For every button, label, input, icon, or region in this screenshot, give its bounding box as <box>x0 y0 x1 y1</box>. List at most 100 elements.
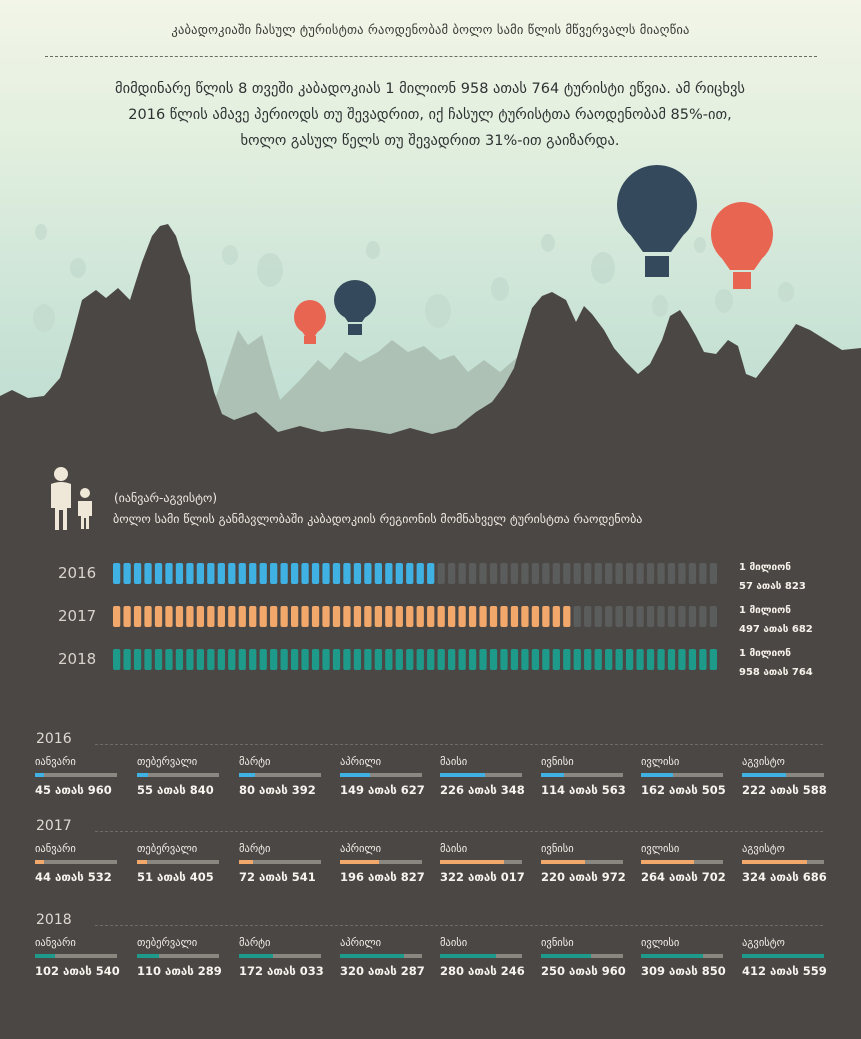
month-bar-track <box>541 773 623 777</box>
total-stripe-filled <box>374 563 382 584</box>
month-cell-2016: თებერვალი 55 ათას 840 <box>137 755 233 797</box>
year-label-2018: 2018 <box>58 650 97 668</box>
total-stripe-filled <box>175 563 184 584</box>
month-label: იანვარი <box>35 937 76 949</box>
month-bar-track <box>541 860 623 864</box>
month-bar-fill <box>641 773 674 777</box>
large-navy-balloon-icon <box>617 165 697 277</box>
total-stripe-filled <box>374 649 382 670</box>
month-value-label: 250 ათას 960 <box>541 964 626 978</box>
section-year-2018: 2018 <box>36 912 72 928</box>
total-stripe-filled <box>353 563 362 584</box>
month-cell-2018: მარტი 172 ათას 033 <box>239 936 335 978</box>
total-stripe-empty <box>688 563 697 584</box>
total-stripe-filled <box>448 649 456 670</box>
month-label: ივნისი <box>541 843 574 855</box>
month-bar-track <box>742 773 824 777</box>
total-stripe-filled <box>123 649 131 670</box>
total-stripe-empty <box>605 563 613 584</box>
total-stripe-empty <box>584 606 592 627</box>
total-stripe-filled <box>416 649 424 670</box>
month-bar-fill <box>742 954 824 958</box>
month-bar-track <box>742 954 824 958</box>
month-bar-fill <box>239 773 255 777</box>
total-stripe-filled <box>699 649 707 670</box>
total-stripe-filled <box>165 563 173 584</box>
month-cell-2017: აპრილი 196 ათას 827 <box>340 842 436 884</box>
section-divider <box>95 831 823 832</box>
title-divider <box>45 56 817 57</box>
month-label: მარტი <box>239 843 271 855</box>
month-cell-2018: მაისი 280 ათას 246 <box>440 936 536 978</box>
month-label: აგვისტო <box>742 843 785 855</box>
total-label-line1-2018: 1 მილიონ <box>739 648 791 659</box>
total-stripe-filled <box>290 563 299 584</box>
total-stripe-filled <box>249 649 257 670</box>
month-label: თებერვალი <box>137 756 198 768</box>
total-stripe-filled <box>584 649 592 670</box>
total-stripe-filled <box>238 563 246 584</box>
total-stripe-filled <box>238 649 246 670</box>
month-label: ივლისი <box>641 843 680 855</box>
month-bar-fill <box>541 860 585 864</box>
month-bar-track <box>239 773 321 777</box>
month-label: თებერვალი <box>137 937 198 949</box>
month-bar-track <box>137 954 219 958</box>
month-label: მაისი <box>440 756 468 768</box>
period-label: (იანვარ-აგვისტო) <box>114 491 218 505</box>
year-label-2016: 2016 <box>58 564 97 582</box>
month-bar-fill <box>35 860 44 864</box>
total-label-line2-2018: 958 ათას 764 <box>739 667 813 678</box>
total-stripe-filled <box>186 606 194 627</box>
month-bar-track <box>440 954 522 958</box>
month-value-label: 324 ათას 686 <box>742 870 827 884</box>
total-stripe-filled <box>217 563 225 584</box>
total-stripe-filled <box>144 606 152 627</box>
month-value-label: 322 ათას 017 <box>440 870 525 884</box>
month-value-label: 102 ათას 540 <box>35 964 120 978</box>
total-stripe-filled <box>196 563 205 584</box>
month-bar-track <box>35 860 117 864</box>
month-bar-fill <box>641 860 694 864</box>
month-bar-fill <box>137 860 148 864</box>
total-stripe-filled <box>385 649 393 670</box>
faint-balloons <box>33 224 794 332</box>
month-cell-2016: ივნისი 114 ათას 563 <box>541 755 637 797</box>
total-stripe-filled <box>123 563 131 584</box>
total-stripe-filled <box>301 649 309 670</box>
month-label: ივლისი <box>641 756 680 768</box>
total-stripe-filled <box>416 563 424 584</box>
total-stripe-filled <box>186 563 194 584</box>
total-stripe-empty <box>709 563 717 584</box>
month-bar-fill <box>137 773 149 777</box>
month-value-label: 44 ათას 532 <box>35 870 112 884</box>
month-bar-track <box>137 860 219 864</box>
month-label: ივლისი <box>641 937 680 949</box>
month-bar-fill <box>35 954 56 958</box>
month-cell-2018: აგვისტო 412 ათას 559 <box>742 936 838 978</box>
total-stripe-empty <box>636 606 644 627</box>
total-stripe-filled <box>364 606 372 627</box>
total-stripe-filled <box>615 649 623 670</box>
total-stripe-filled <box>311 649 320 670</box>
total-stripe-filled <box>123 606 131 627</box>
month-cell-2017: ივლისი 264 ათას 702 <box>641 842 737 884</box>
month-bar-fill <box>440 954 496 958</box>
total-stripe-filled <box>343 563 351 584</box>
total-stripe-filled <box>175 649 184 670</box>
total-stripe-filled <box>207 563 215 584</box>
total-stripe-empty <box>625 606 634 627</box>
total-stripe-filled <box>531 606 540 627</box>
total-stripe-filled <box>154 563 163 584</box>
total-stripe-empty <box>489 563 498 584</box>
total-stripe-filled <box>395 649 403 670</box>
total-stripe-filled <box>531 649 540 670</box>
total-stripe-filled <box>667 649 676 670</box>
total-stripe-filled <box>385 563 393 584</box>
month-value-label: 226 ათას 348 <box>440 783 525 797</box>
total-stripe-filled <box>343 649 351 670</box>
total-stripe-filled <box>207 606 215 627</box>
total-stripe-filled <box>468 649 477 670</box>
total-stripe-filled <box>249 606 257 627</box>
total-stripe-filled <box>332 649 341 670</box>
